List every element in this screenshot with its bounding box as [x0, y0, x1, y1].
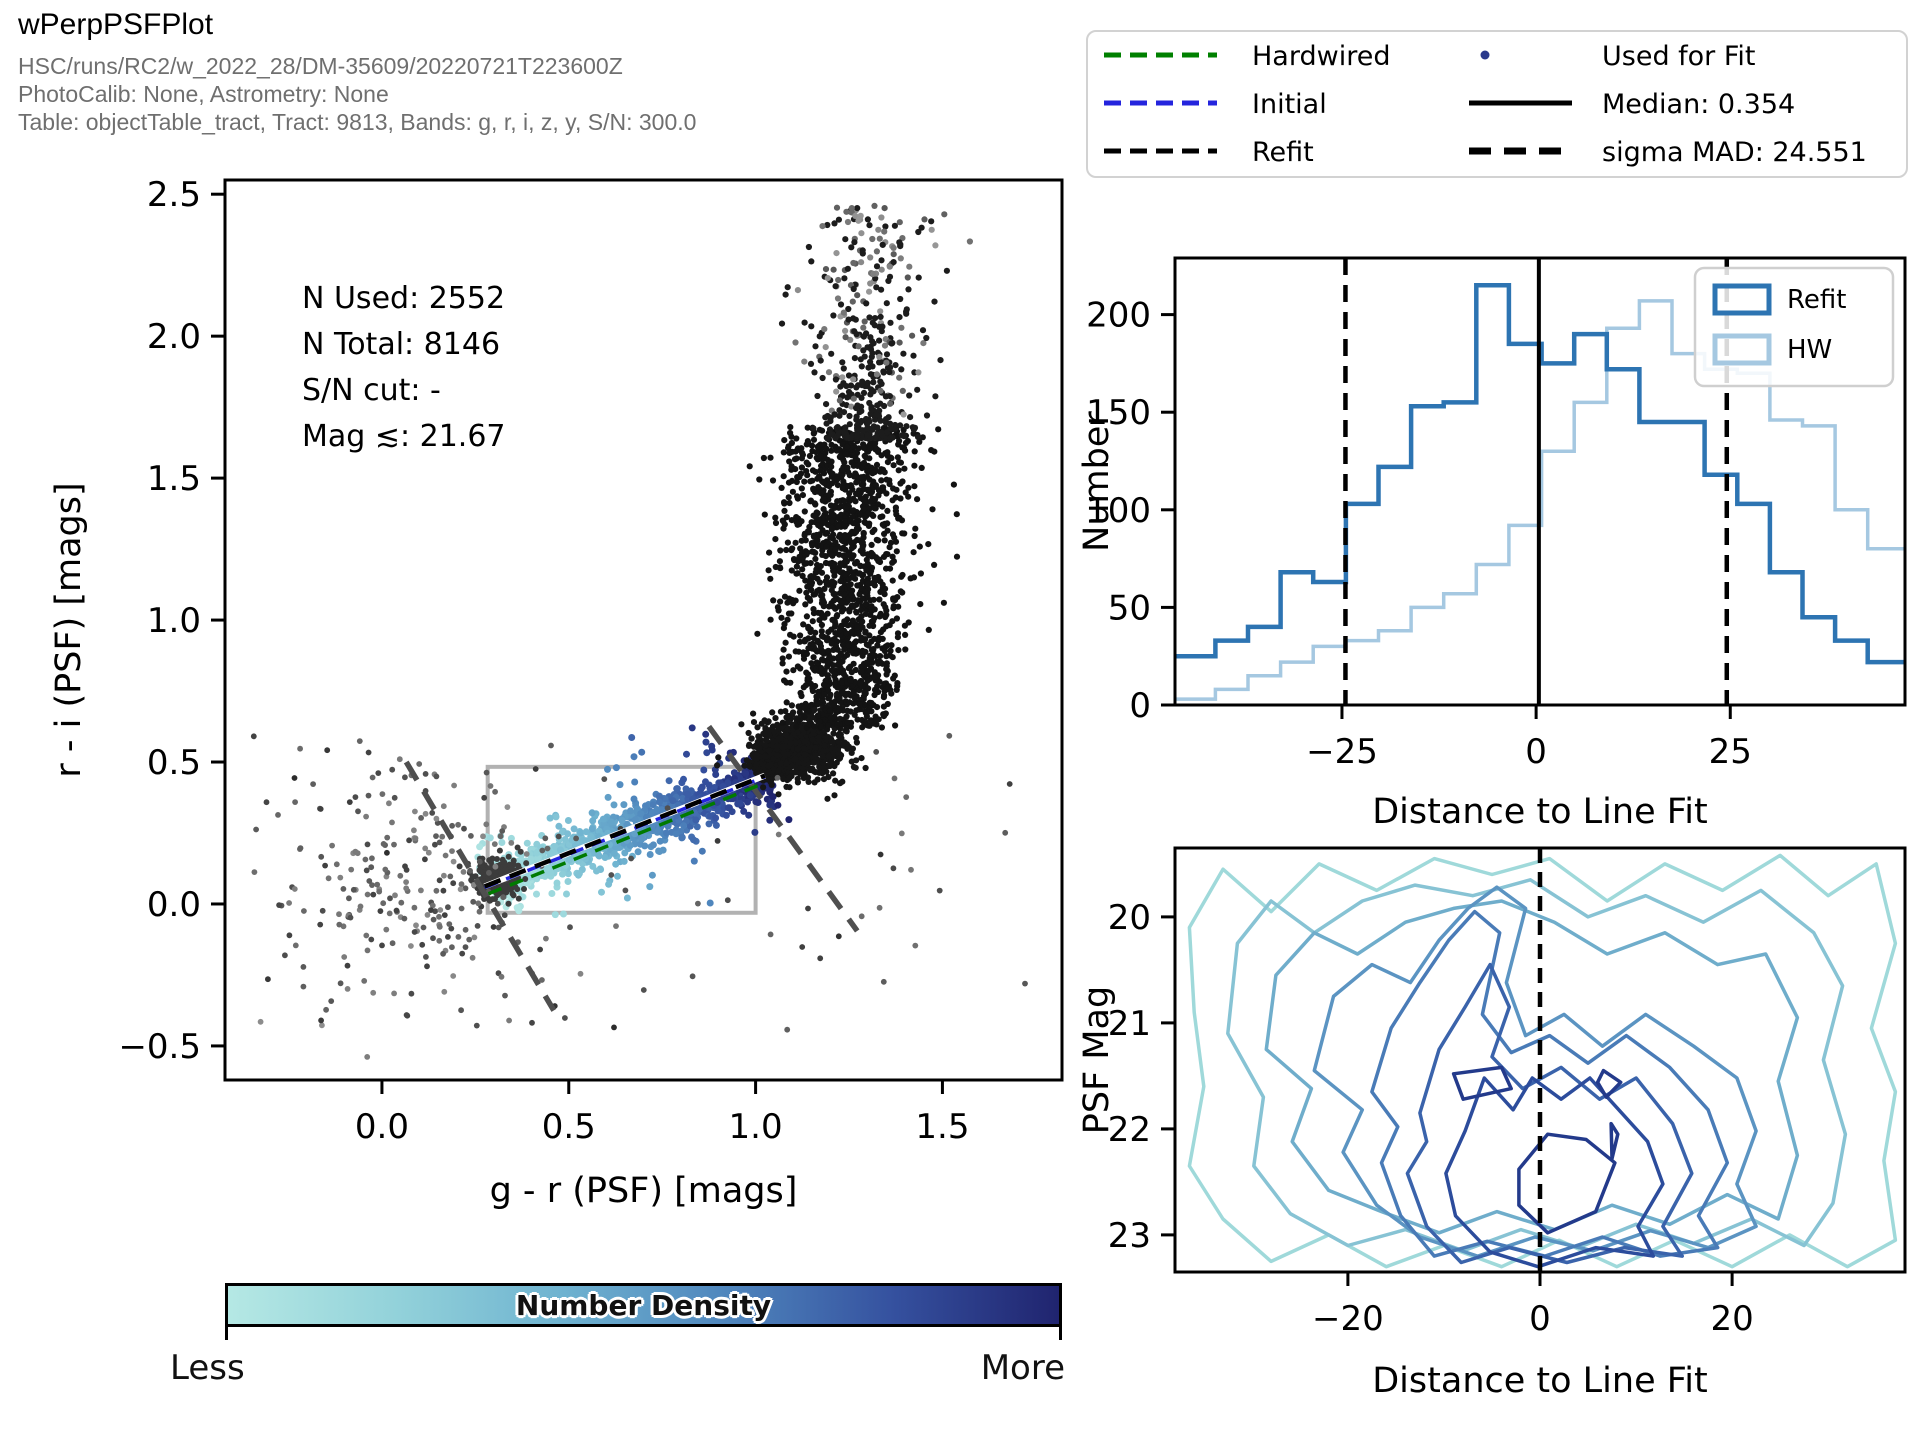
axes-frame	[223, 178, 1064, 1082]
y-tick-label: 23	[1108, 1216, 1151, 1256]
y-tick-labels: −0.50.00.51.01.52.02.5	[118, 175, 225, 1067]
legend-swatch-initial	[1102, 95, 1252, 114]
legend-swatch-used-for-fit	[1467, 47, 1602, 66]
legend-swatch-refit	[1102, 143, 1252, 162]
fit-line-hardwired	[487, 781, 764, 896]
legend-label-sigma-mad-24-551: sigma MAD: 24.551	[1602, 136, 1867, 168]
y-tick-label: 21	[1108, 1004, 1151, 1044]
x-axis-label: g - r (PSF) [mags]	[490, 1171, 798, 1211]
colorbar-right-tick	[1059, 1327, 1062, 1340]
y-tick-label: 150	[1086, 393, 1151, 433]
contour-level-7	[1595, 1068, 1623, 1099]
hist-legend-label-refit: Refit	[1787, 285, 1846, 315]
x-tick-label: −25	[1306, 732, 1378, 772]
hist-series-hw	[1175, 299, 1905, 701]
fit-line-refit	[483, 773, 766, 889]
legend-swatch-hardwired	[1102, 47, 1252, 66]
x-tick-label: 20	[1710, 1299, 1753, 1339]
y-tick-label: 50	[1108, 588, 1151, 628]
contour-layer	[1187, 848, 1898, 1272]
header-run-line: HSC/runs/RC2/w_2022_28/DM-35609/20220721…	[18, 53, 623, 79]
y-tick-label: 200	[1086, 296, 1151, 336]
perpendicular-cut-line-1	[706, 724, 860, 933]
legend-swatch-median-0-354	[1467, 95, 1602, 114]
header-table-line: Table: objectTable_tract, Tract: 9813, B…	[18, 109, 697, 135]
colorbar-more-label: More	[980, 1348, 1065, 1388]
y-tick-label: 22	[1108, 1110, 1151, 1150]
legend-label-initial: Initial	[1252, 88, 1327, 120]
contour-level-1	[1226, 878, 1848, 1253]
colorbar-left-tick	[225, 1327, 228, 1340]
header: wPerpPSFPlot HSC/runs/RC2/w_2022_28/DM-3…	[18, 8, 696, 136]
plot-title: wPerpPSFPlot	[18, 8, 214, 41]
legend-label-hardwired: Hardwired	[1252, 40, 1391, 72]
legend-label-used-for-fit: Used for Fit	[1602, 40, 1756, 72]
x-tick-label: 0	[1529, 1299, 1551, 1339]
contour-level-4	[1370, 909, 1730, 1258]
contour-level-0	[1187, 853, 1898, 1269]
contour-level-7	[1609, 1121, 1620, 1161]
hist-legend-swatch-hw	[1712, 333, 1772, 366]
y-axis-label: Number	[1077, 411, 1117, 552]
colorbar-title: Number Density	[515, 1288, 772, 1322]
y-axis-label: r - i (PSF) [mags]	[49, 482, 89, 777]
legend-label-median-0-354: Median: 0.354	[1602, 88, 1796, 120]
contour-level-7	[1517, 1132, 1617, 1235]
hist-legend-swatch-refit	[1712, 283, 1772, 316]
y-tick-label: 0	[1129, 686, 1151, 726]
colorbar-less-label: Less	[170, 1348, 245, 1388]
x-tick-labels: 0.0 0.5 1.0 1.5	[355, 1080, 969, 1147]
hist-legend-label-hw: HW	[1787, 335, 1832, 365]
contour-level-2	[1264, 899, 1800, 1235]
contour-level-6	[1444, 1076, 1665, 1269]
header-calib-line: PhotoCalib: None, Astrometry: None	[18, 81, 389, 107]
hist-legend-box	[1693, 266, 1895, 388]
y-axis-label: PSF Mag	[1077, 986, 1117, 1134]
colorbar-gradient: Number Density	[225, 1283, 1062, 1327]
x-axis-label: Distance to Line Fit	[1372, 792, 1708, 832]
axes-frame	[1173, 256, 1907, 707]
fit-legend: Hardwired Used for Fit Initial Median: 0.35…	[1086, 30, 1908, 178]
perpendicular-cut-line-0	[403, 760, 557, 1012]
contour-level-7	[1451, 1065, 1513, 1101]
hist-series-refit	[1175, 283, 1905, 665]
legend-label-refit: Refit	[1252, 136, 1314, 168]
y-tick-label: 20	[1108, 898, 1151, 938]
y-tick-label: 100	[1086, 491, 1151, 531]
legend-swatch-sigma-mad-24-551	[1467, 143, 1602, 162]
x-tick-label: 0	[1525, 732, 1547, 772]
scatter-points-layer	[250, 202, 1028, 1060]
contour-level-5	[1405, 962, 1694, 1265]
x-tick-label: −20	[1312, 1299, 1384, 1339]
x-tick-label: 25	[1709, 732, 1752, 772]
contour-level-3	[1312, 885, 1758, 1258]
x-axis-label: Distance to Line Fit	[1372, 1361, 1708, 1401]
